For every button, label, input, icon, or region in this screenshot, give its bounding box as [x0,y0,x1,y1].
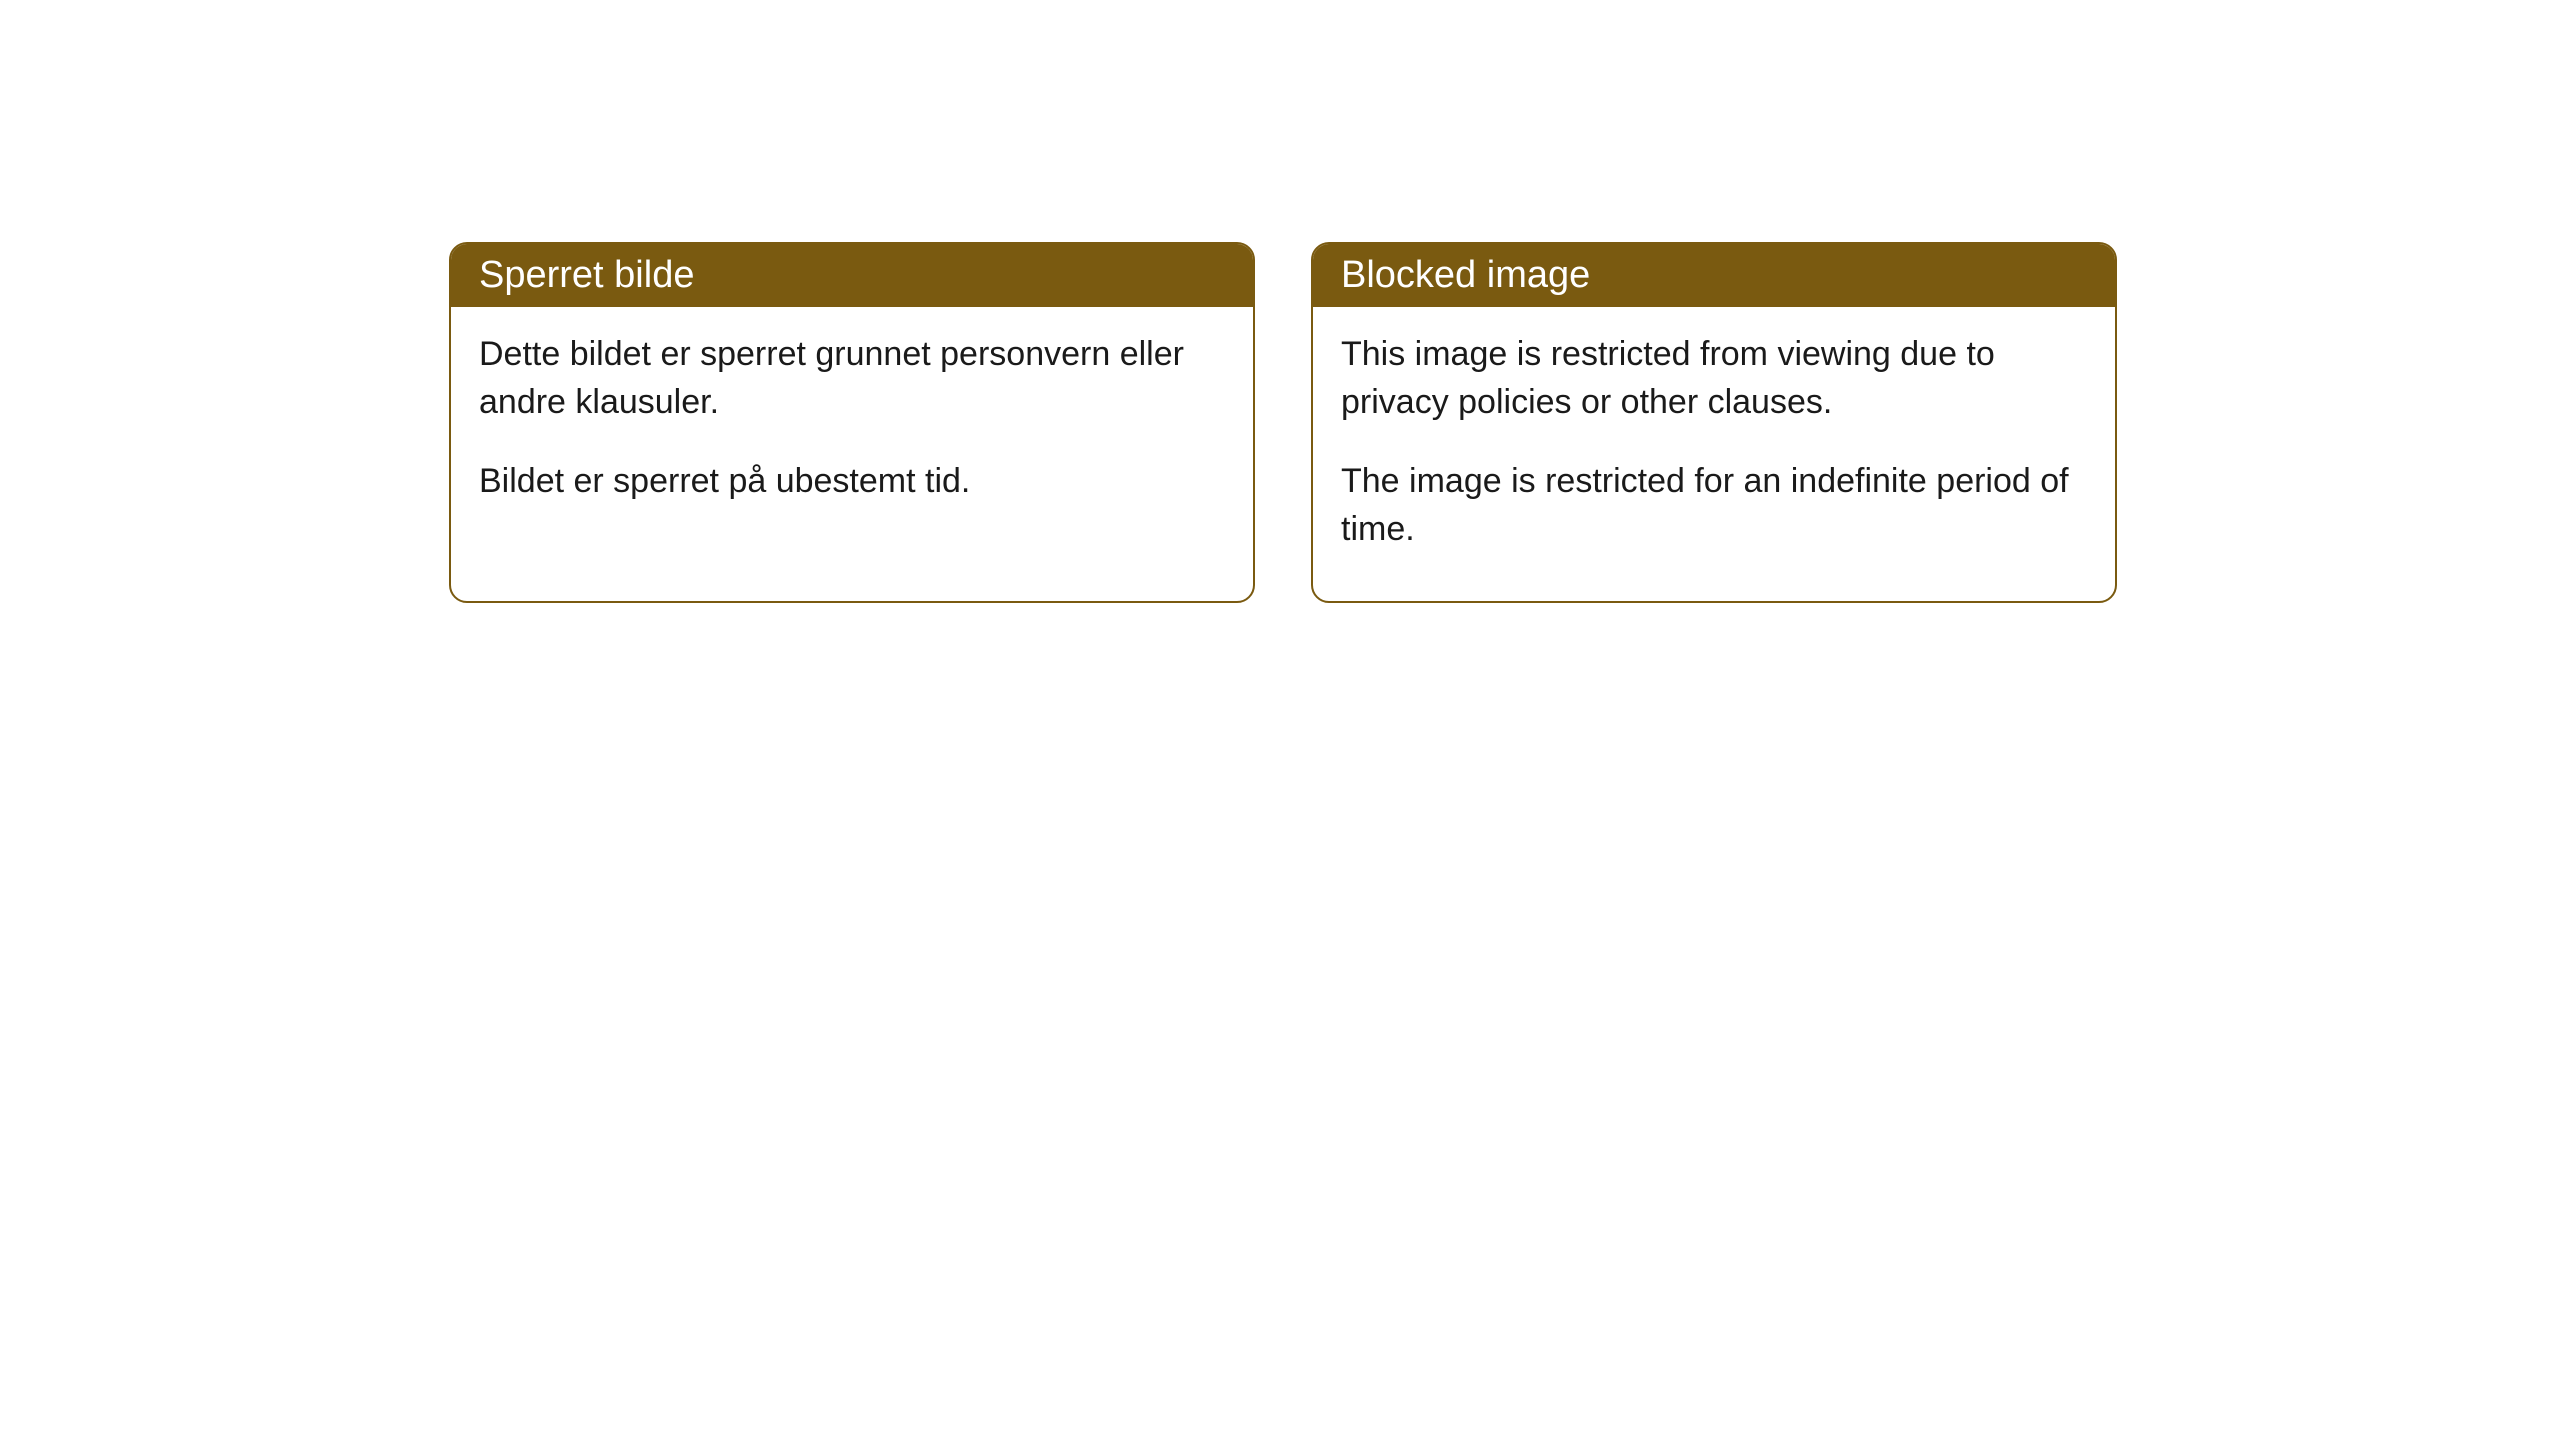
blocked-image-panel-english: Blocked image This image is restricted f… [1311,242,2117,603]
panel-paragraph: Dette bildet er sperret grunnet personve… [479,331,1225,426]
panel-header: Blocked image [1313,244,2115,307]
panel-title: Blocked image [1341,254,1590,296]
panel-paragraph: The image is restricted for an indefinit… [1341,458,2087,553]
blocked-image-panel-norwegian: Sperret bilde Dette bildet er sperret gr… [449,242,1255,603]
panel-title: Sperret bilde [479,254,694,296]
panel-body: This image is restricted from viewing du… [1313,307,2115,601]
blocked-image-panels: Sperret bilde Dette bildet er sperret gr… [449,242,2560,603]
panel-body: Dette bildet er sperret grunnet personve… [451,307,1253,554]
panel-header: Sperret bilde [451,244,1253,307]
panel-paragraph: This image is restricted from viewing du… [1341,331,2087,426]
panel-paragraph: Bildet er sperret på ubestemt tid. [479,458,1225,506]
